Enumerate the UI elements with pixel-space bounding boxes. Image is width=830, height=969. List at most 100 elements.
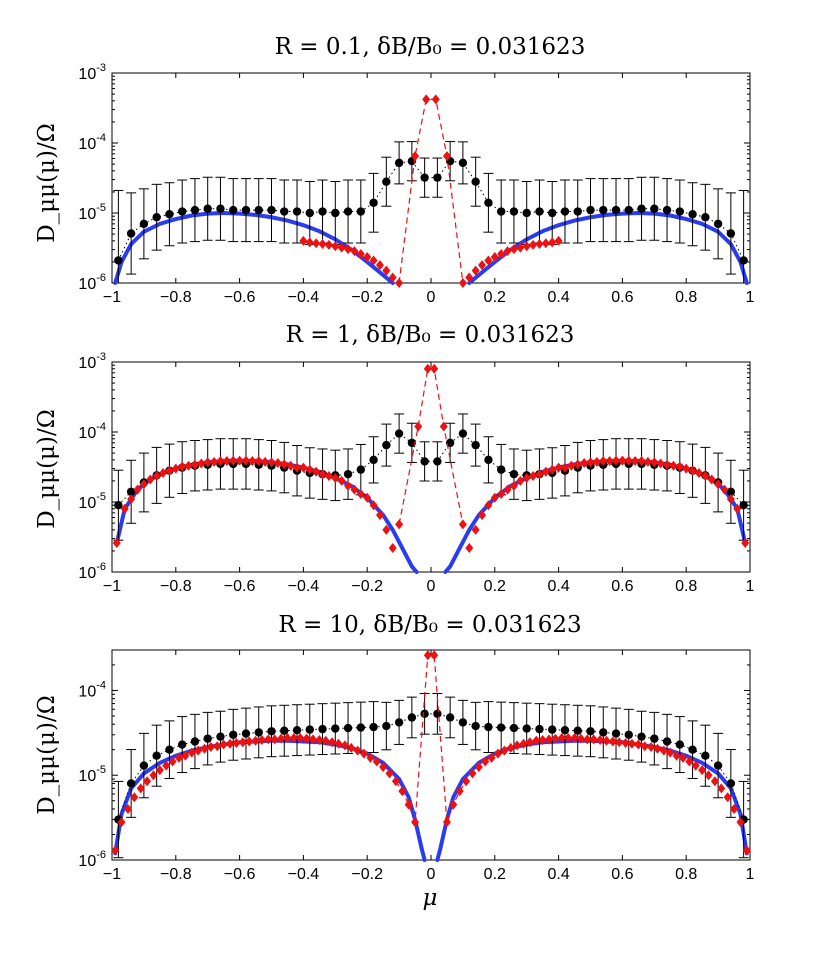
y-tick-label: 10-5	[78, 202, 106, 223]
theory-point	[293, 462, 302, 473]
panel-3-data	[111, 650, 751, 862]
theory-point	[532, 735, 541, 746]
simulation-point	[509, 207, 519, 216]
theory-point	[168, 756, 177, 767]
theory-dashed-line	[398, 98, 464, 284]
simulation-point	[216, 732, 225, 741]
simulation-point	[650, 204, 659, 213]
theory-point	[344, 480, 353, 491]
theory-point	[270, 734, 279, 745]
theory-point	[490, 492, 499, 503]
simulation-point	[407, 438, 417, 448]
theory-point	[347, 742, 356, 753]
theory-point	[391, 776, 400, 787]
theory-point	[324, 471, 333, 482]
theory-point	[726, 494, 735, 505]
simulation-point	[331, 208, 340, 218]
theory-point	[171, 463, 180, 474]
simulation-point	[445, 713, 455, 722]
y-tick-label: 10-4	[78, 679, 106, 700]
theory-point	[710, 776, 719, 787]
theory-point	[442, 151, 451, 162]
theory-point	[423, 363, 432, 374]
simulation-point	[701, 213, 710, 222]
simulation-point	[241, 729, 251, 738]
theory-point	[487, 752, 496, 763]
theory-point	[213, 741, 222, 752]
simulation-point	[305, 208, 314, 218]
simulation-point	[548, 208, 557, 218]
simulation-point	[535, 724, 544, 734]
simulation-point	[331, 724, 340, 733]
simulation-point	[407, 713, 417, 722]
theory-point	[277, 733, 286, 744]
simulation-point	[152, 213, 161, 222]
theory-point	[261, 456, 270, 467]
y-tick-label: 10-3	[78, 62, 106, 83]
x-tick-label: −0.6	[224, 578, 256, 595]
theory-point	[535, 469, 544, 480]
theory-point	[541, 466, 550, 477]
theory-point	[560, 462, 569, 473]
theory-point	[375, 510, 384, 521]
theory-point	[589, 734, 598, 745]
simulation-point	[484, 722, 493, 732]
x-tick-label: 0.8	[675, 289, 697, 306]
theory-point	[509, 244, 518, 255]
y-tick-label: 10-4	[78, 132, 106, 153]
simulation-point	[305, 725, 314, 734]
theory-dashed-line	[398, 368, 464, 525]
theory-point	[627, 738, 636, 749]
simulation-point	[433, 173, 442, 182]
theory-point	[356, 248, 365, 259]
simulation-point	[573, 207, 582, 216]
theory-point	[516, 475, 525, 486]
theory-point	[363, 252, 372, 263]
theory-point	[130, 792, 139, 803]
x-tick-label: 1	[746, 578, 755, 595]
theory-point	[535, 239, 544, 250]
theory-point	[551, 733, 560, 744]
panel-1-title: R = 0.1, δB/B₀ = 0.031623	[275, 34, 586, 60]
theory-point	[548, 464, 557, 475]
theory-point	[245, 736, 254, 747]
theory-point	[299, 462, 308, 473]
x-tick-label: 0.6	[611, 866, 633, 883]
x-tick-label: −1	[103, 289, 121, 306]
theory-point	[422, 94, 431, 105]
theory-point	[229, 455, 238, 466]
theory-point	[503, 484, 512, 495]
theory-point	[174, 752, 183, 763]
theory-point	[493, 748, 502, 759]
theory-point	[621, 737, 630, 748]
x-tick-label: 0.4	[547, 289, 569, 306]
x-tick-label: 0	[427, 866, 436, 883]
y-tick-label: 10-4	[78, 421, 106, 442]
simulation-point	[343, 723, 353, 733]
simulation-point	[229, 205, 238, 215]
simulation-point	[343, 207, 353, 216]
theory-point	[350, 484, 359, 495]
theory-point	[663, 459, 672, 470]
panel-2-y-tick-labels: 10-3 10-4 10-5 10-6	[78, 351, 750, 582]
theory-point	[525, 737, 534, 748]
theory-point	[516, 242, 525, 253]
theory-point	[567, 460, 576, 471]
theory-point	[155, 765, 164, 776]
theory-point	[280, 459, 289, 470]
panel-2: R = 1, δB/B₀ = 0.031623 D_μμ(μ)/Ω −1 −0.8…	[34, 322, 755, 595]
x-tick-label: −0.2	[351, 866, 383, 883]
theory-point	[203, 457, 212, 468]
theory-point	[430, 650, 439, 661]
theory-point	[143, 776, 152, 787]
simulation-point	[713, 219, 723, 229]
simulation-point	[624, 205, 633, 215]
theory-point	[337, 475, 346, 486]
simulation-point	[522, 724, 531, 733]
theory-point	[509, 480, 518, 491]
x-tick-label: −0.6	[224, 289, 256, 306]
theory-point	[503, 246, 512, 257]
simulation-point	[267, 205, 276, 215]
simulation-point	[713, 761, 723, 770]
simulation-point	[216, 204, 225, 213]
